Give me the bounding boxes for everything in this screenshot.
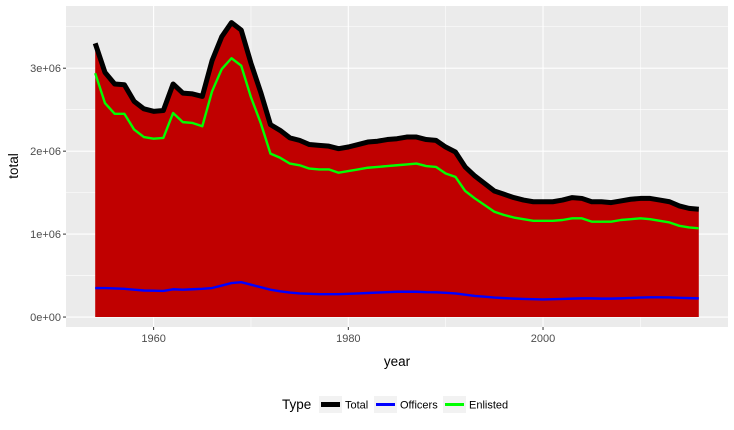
series-line-enlisted — [94, 57, 699, 230]
y-tick-label: 2e+06 — [30, 146, 61, 158]
legend-label-enlisted: Enlisted — [469, 400, 508, 412]
legend-title: Type — [282, 397, 311, 412]
lines-layer — [92, 20, 700, 301]
x-axis: 1960 1980 2000 — [141, 327, 555, 345]
legend-label-total: Total — [345, 400, 368, 412]
y-tick-label: 0e+00 — [30, 312, 61, 324]
series-line-total — [92, 20, 700, 212]
y-axis: 0e+00 1e+06 2e+06 3e+06 — [30, 63, 66, 324]
legend-label-officers: Officers — [400, 400, 438, 412]
y-axis-title: total — [6, 153, 21, 179]
y-tick-label: 1e+06 — [30, 229, 61, 241]
x-tick-label: 2000 — [531, 333, 555, 345]
y-tick-label: 3e+06 — [30, 63, 61, 75]
x-axis-title: year — [384, 354, 411, 369]
series-line-officers — [95, 281, 699, 301]
legend: Type Total Officers Enlisted — [282, 396, 508, 413]
x-tick-label: 1980 — [336, 333, 360, 345]
area-layer — [95, 22, 699, 318]
area-fill-total — [95, 22, 699, 318]
x-tick-label: 1960 — [141, 333, 165, 345]
